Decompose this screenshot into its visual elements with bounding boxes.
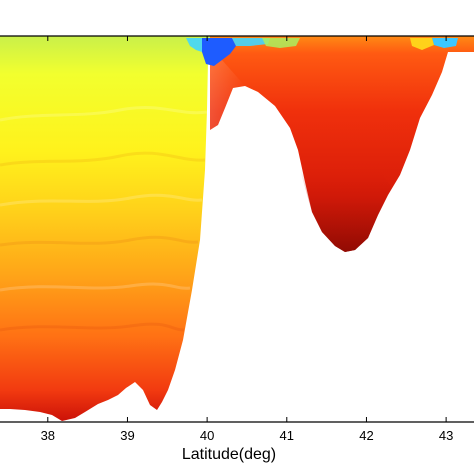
surface-cold-core bbox=[202, 38, 236, 66]
x-tick-label-39: 39 bbox=[120, 428, 134, 443]
western-contour-bands bbox=[0, 106, 208, 332]
western-section-body bbox=[0, 36, 210, 421]
x-axis-ticks bbox=[47, 36, 447, 422]
x-axis-label: Latitude(deg) bbox=[182, 446, 276, 463]
x-axis-tick-labels: 38 39 40 41 42 43 bbox=[41, 428, 454, 443]
x-tick-label-38: 38 bbox=[41, 428, 55, 443]
eastern-slope-highlight bbox=[210, 60, 245, 130]
x-tick-label-40: 40 bbox=[200, 428, 214, 443]
surface-cyan-patch-east bbox=[432, 38, 458, 48]
x-tick-label-43: 43 bbox=[439, 428, 453, 443]
x-tick-label-42: 42 bbox=[359, 428, 373, 443]
surface-yellow-patch-east bbox=[410, 38, 434, 50]
eastern-section-body bbox=[210, 36, 474, 252]
surface-cold-halo bbox=[186, 38, 270, 52]
x-tick-label-41: 41 bbox=[280, 428, 294, 443]
eastern-deep-shading bbox=[300, 170, 392, 252]
surface-cyan-band bbox=[262, 38, 300, 48]
